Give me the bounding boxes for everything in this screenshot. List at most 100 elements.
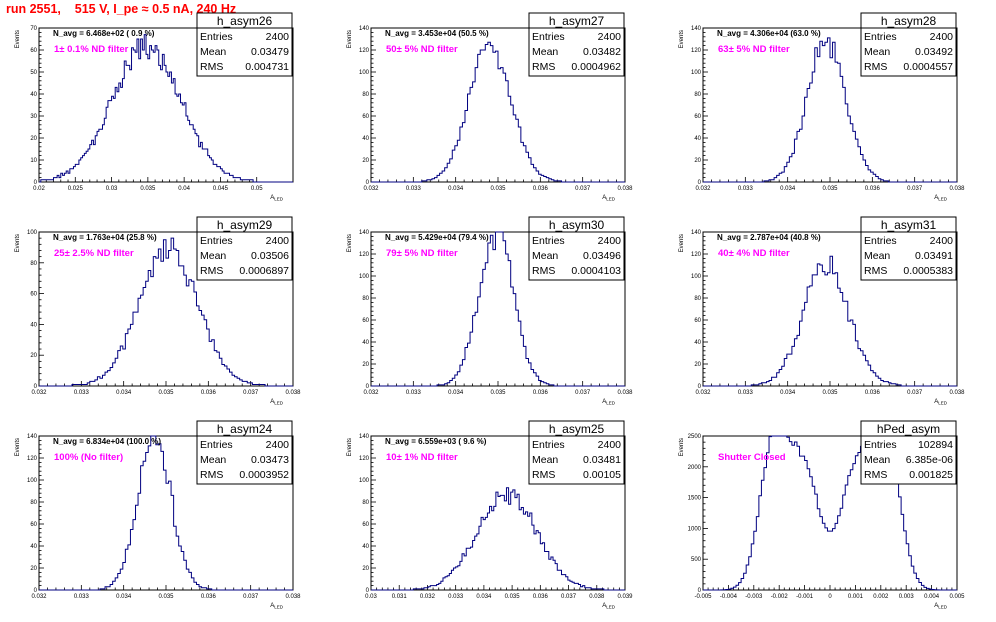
stats-value: 0.03479: [251, 46, 289, 58]
y-tick-label: 500: [691, 557, 702, 563]
stats-value: 102894: [918, 439, 953, 451]
y-tick-label: 80: [362, 296, 369, 302]
y-tick-label: 120: [359, 252, 370, 258]
y-tick-label: 140: [359, 434, 370, 440]
x-tick-label: -0.005: [694, 594, 712, 600]
x-tick-label: 0.037: [243, 594, 259, 600]
y-tick-label: 0: [366, 180, 370, 186]
stats-histogram-name: h_asym31: [881, 218, 937, 232]
x-tick-label: 0.034: [448, 186, 464, 192]
y-tick-label: 1000: [688, 526, 702, 532]
stats-label: Entries: [532, 31, 565, 43]
x-tick-label: 0.038: [949, 390, 965, 396]
pad-hPed_asym: -0.005 -0.004 -0.003 -0.002 -0.001 0 0.001 0.00…: [679, 420, 965, 610]
stats-value: 0.0004103: [571, 265, 621, 277]
y-tick-label: 100: [359, 70, 370, 76]
x-tick-label: 0.036: [865, 390, 881, 396]
x-tick-label: 0.038: [285, 390, 301, 396]
stats-histogram-name: h_asym30: [549, 218, 605, 232]
x-tick-label: 0.033: [406, 390, 422, 396]
y-tick-label: 60: [30, 292, 37, 298]
x-tick-label: 0.032: [31, 390, 47, 396]
stats-box: [196, 420, 293, 485]
x-tick-label: -0.003: [745, 594, 763, 600]
y-tick-label: 40: [362, 340, 369, 346]
stats-histogram-name: h_asym25: [549, 422, 605, 436]
stats-value: 0.03492: [915, 46, 953, 58]
stats-box: [528, 216, 625, 281]
x-tick-label: 0.038: [285, 594, 301, 600]
stats-value: 0.0006897: [239, 265, 289, 277]
y-tick-label: 20: [694, 158, 701, 164]
x-tick-label: 0.035: [490, 390, 506, 396]
stats-value: 0.0004962: [571, 61, 621, 73]
x-tick-label: 0.037: [575, 186, 591, 192]
y-tick-label: 60: [362, 114, 369, 120]
y-tick-label: 80: [362, 500, 369, 506]
x-tick-label: 0.032: [695, 390, 711, 396]
stats-value: 0.03491: [915, 250, 953, 262]
navg-label: N_avg = 4.306e+04 (63.0 %): [717, 29, 821, 38]
y-tick-label: 40: [362, 544, 369, 550]
x-tick-label: 0.02: [33, 186, 45, 192]
x-axis-subscript: LED: [606, 197, 616, 202]
y-tick-label: 0: [34, 180, 38, 186]
stats-label: Mean: [532, 46, 558, 58]
x-tick-label: 0.035: [822, 390, 838, 396]
x-tick-label: 0.036: [201, 594, 217, 600]
y-tick-label: 0: [34, 384, 38, 390]
y-axis-title: Events: [679, 30, 685, 48]
stats-box: [196, 12, 293, 77]
x-tick-label: 0.036: [533, 186, 549, 192]
x-axis-title: ALED: [270, 399, 284, 406]
x-tick-label: 0.002: [873, 594, 889, 600]
histogram-h_asym27: [371, 41, 625, 183]
stats-value: 2400: [598, 235, 622, 247]
x-axis-title: ALED: [934, 399, 948, 406]
stats-value: 0.03481: [583, 454, 621, 466]
x-axis-title: ALED: [602, 195, 616, 202]
navg-label: N_avg = 5.429e+04 (79.4 %): [385, 233, 489, 242]
pad-h_asym27: 0.032 0.033 0.034 0.035 0.036 0.037 0.038 0 20 40…: [347, 12, 633, 202]
filter-annotation: 25± 2.5% ND filter: [54, 248, 134, 259]
histogram-h_asym29: [39, 237, 293, 387]
x-tick-label: 0.035: [505, 594, 521, 600]
stats-value: 0.03506: [251, 250, 289, 262]
y-tick-label: 40: [362, 136, 369, 142]
stats-box: [860, 216, 957, 281]
x-tick-label: 0.003: [899, 594, 915, 600]
stats-box: [860, 420, 957, 485]
y-axis-title: Events: [679, 234, 685, 252]
x-axis-subscript: LED: [938, 401, 948, 406]
plot-frame: [370, 435, 626, 591]
stats-label: RMS: [532, 469, 555, 481]
stats-box: [528, 12, 625, 77]
x-tick-label: 0.037: [907, 390, 923, 396]
x-axis-subscript: LED: [606, 401, 616, 406]
y-tick-label: 140: [359, 26, 370, 32]
y-tick-label: 20: [30, 566, 37, 572]
y-tick-label: 2000: [688, 465, 702, 471]
y-tick-label: 60: [694, 318, 701, 324]
y-tick-label: 40: [30, 92, 37, 98]
stats-value: 0.03482: [583, 46, 621, 58]
x-axis-subscript: LED: [938, 197, 948, 202]
stats-label: Entries: [200, 439, 233, 451]
x-tick-label: 0.05: [251, 186, 263, 192]
navg-label: N_avg = 2.787e+04 (40.8 %): [717, 233, 821, 242]
x-tick-label: 0.035: [490, 186, 506, 192]
x-tick-label: 0.032: [363, 390, 379, 396]
stats-value: 2400: [266, 235, 290, 247]
stats-histogram-name: h_asym28: [881, 14, 937, 28]
filter-annotation: 79± 5% ND filter: [386, 248, 458, 259]
histogram-hPed_asym: [703, 435, 957, 591]
histogram-h_asym26: [39, 34, 293, 183]
y-tick-label: 20: [362, 158, 369, 164]
y-axis-title: Events: [15, 30, 21, 48]
y-axis-title: Events: [15, 234, 21, 252]
y-tick-label: 40: [694, 136, 701, 142]
x-tick-label: 0.035: [140, 186, 156, 192]
filter-annotation: 10± 1% ND filter: [386, 452, 458, 463]
x-axis-title: ALED: [602, 603, 616, 610]
stats-value: 2400: [266, 31, 290, 43]
